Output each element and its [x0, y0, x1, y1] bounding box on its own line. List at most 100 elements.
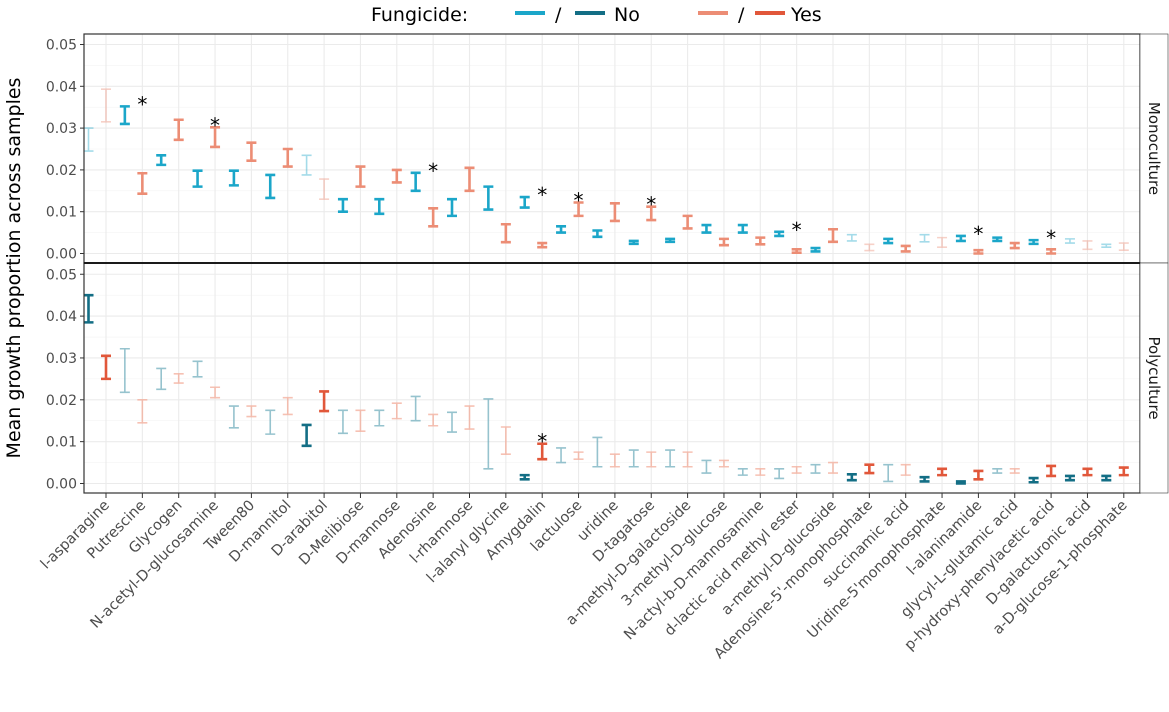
errorbar-monoculture-yes-adenosine-5-monophosphate	[864, 243, 875, 252]
errorbar-polyculture-yes-n-acetyl-d-glucosamine	[210, 386, 221, 399]
errorbar-monoculture-yes-l-alaninamide	[973, 248, 984, 255]
errorbar-polyculture-yes-amygdalin	[537, 442, 548, 461]
errorbar-polyculture-yes-lactulose	[573, 451, 584, 461]
errorbar-monoculture-no-n-acetyl-d-glucosamine	[192, 169, 203, 188]
errorbar-polyculture-no-d-galacturonic-acid	[1064, 474, 1075, 482]
errorbar-polyculture-yes-adenosine-5-monophosphate	[864, 463, 875, 475]
errorbar-monoculture-no-a-methyl-d-glucoside	[810, 246, 821, 253]
errorbar-monoculture-yes-p-hydroxy-phenylacetic-acid	[1046, 248, 1057, 255]
errorbar-polyculture-yes-uridine-5-monophosphate	[937, 467, 948, 477]
polyculture-series-no	[83, 293, 1112, 485]
errorbar-polyculture-no-amygdalin	[519, 473, 530, 481]
significance-star-polyculture-amygdalin: *	[537, 430, 547, 454]
errorbar-monoculture-no-uridine-5-monophosphate	[919, 233, 930, 243]
polyculture-y-tick-label: 0.03	[46, 351, 77, 367]
errorbar-monoculture-yes-a-methyl-d-glucoside	[828, 227, 838, 244]
significance-star-monoculture-lactulose: *	[574, 189, 584, 213]
legend-no-light-key	[515, 11, 545, 15]
legend-yes-light-key	[698, 11, 728, 15]
errorbar-polyculture-yes-l-alaninamide	[973, 469, 984, 481]
errorbar-polyculture-no-l-rhamnose	[447, 411, 457, 433]
errorbar-polyculture-no-adenosine	[410, 395, 421, 422]
monoculture-series-no	[83, 105, 1112, 253]
errorbar-polyculture-no-p-hydroxy-phenylacetic-acid	[1028, 476, 1039, 484]
errorbar-polyculture-yes-glycyl-l-glutamic-acid	[1009, 468, 1020, 474]
errorbar-monoculture-no-n-actyl-b-d-mannosamine	[737, 223, 748, 234]
legend-yes-separator: /	[738, 4, 745, 26]
errorbar-monoculture-no-succinamic-acid	[883, 237, 894, 245]
polyculture-y-tick-label: 0.05	[46, 267, 77, 283]
errorbar-polyculture-yes-l-asparagine	[101, 354, 111, 381]
x-tick-labels: l-asparaginePutrescineGlycogenN-acetyl-D…	[38, 493, 1131, 662]
errorbar-polyculture-yes-d-lactic-acid-methyl-ester	[791, 465, 802, 474]
polyculture-panel: 0.00 0.01 0.02 0.03 0.04 0.05 * Polyculture	[46, 262, 1169, 494]
errorbar-monoculture-no-l-rhamnose	[447, 197, 457, 218]
legend-yes-dark-key	[755, 11, 785, 15]
errorbar-polyculture-yes-3-methyl-d-glucose	[718, 459, 729, 468]
errorbar-polyculture-no-a-d-glucose-1-phosphate	[1101, 474, 1112, 482]
errorbar-monoculture-no-p-hydroxy-phenylacetic-acid	[1028, 238, 1039, 246]
errorbar-polyculture-no-l-alaninamide	[955, 480, 966, 485]
errorbar-polyculture-no-d-tagatose	[628, 449, 639, 468]
errorbar-polyculture-no-tween80	[228, 405, 239, 429]
errorbar-monoculture-no-a-methyl-d-galactoside	[665, 237, 676, 244]
legend-no-label: No	[614, 4, 640, 26]
errorbar-monoculture-no-l-alanyl-glycine	[483, 185, 494, 211]
errorbar-monoculture-yes-glycyl-l-glutamic-acid	[1009, 241, 1020, 250]
errorbar-polyculture-yes-tween80	[246, 405, 257, 418]
errorbar-polyculture-yes-l-rhamnose	[464, 405, 475, 430]
errorbar-monoculture-yes-d-arabitol	[319, 178, 330, 200]
errorbar-monoculture-no-d-mannitol	[265, 173, 276, 200]
errorbar-monoculture-no-glycogen	[156, 153, 167, 167]
errorbar-polyculture-yes-succinamic-acid	[900, 463, 911, 476]
errorbar-polyculture-no-d-mannose	[374, 409, 385, 427]
legend-no-dark-key	[575, 11, 605, 15]
significance-star-monoculture-adenosine: *	[428, 159, 438, 183]
errorbar-monoculture-yes-putrescine	[137, 171, 148, 196]
errorbar-monoculture-yes-amygdalin	[537, 241, 548, 249]
significance-star-monoculture-n-acetyl-d-glucosamine: *	[210, 113, 220, 137]
significance-star-monoculture-l-alaninamide: *	[973, 222, 983, 246]
errorbar-polyculture-no-glycyl-l-glutamic-acid	[992, 468, 1003, 474]
errorbar-monoculture-yes-adenosine	[428, 207, 439, 228]
errorbar-monoculture-yes-tween80	[246, 141, 257, 163]
errorbar-monoculture-yes-d-tagatose	[646, 205, 657, 222]
errorbar-polyculture-no-adenosine-5-monophosphate	[846, 472, 857, 482]
polyculture-y-tick-label: 0.02	[46, 393, 77, 409]
monoculture-y-tick-label: 0.05	[46, 38, 77, 54]
errorbar-monoculture-no-tween80	[228, 169, 239, 187]
errorbar-monoculture-no-glycyl-l-glutamic-acid	[992, 236, 1003, 243]
errorbar-monoculture-yes-lactulose	[573, 201, 584, 218]
errorbar-monoculture-no-adenosine-5-monophosphate	[846, 233, 857, 242]
errorbar-polyculture-no-l-alanyl-glycine	[483, 398, 494, 470]
errorbar-monoculture-no-l-asparagine	[83, 127, 94, 152]
monoculture-panel: 0.00 0.01 0.02 0.03 0.04 0.05 * * * * * * * * * Monocul…	[46, 33, 1169, 264]
errorbar-polyculture-no-l-asparagine	[83, 293, 94, 324]
errorbar-polyculture-yes-p-hydroxy-phenylacetic-acid	[1046, 464, 1057, 478]
errorbar-polyculture-yes-putrescine	[137, 399, 148, 424]
errorbar-monoculture-yes-uridine-5-monophosphate	[937, 236, 948, 249]
errorbar-monoculture-yes-l-alanyl-glycine	[500, 222, 511, 244]
errorbar-polyculture-no-a-methyl-d-galactoside	[665, 449, 676, 468]
errorbar-monoculture-yes-d-lactic-acid-methyl-ester	[791, 248, 802, 254]
monoculture-y-tick-label: 0.01	[46, 205, 77, 221]
errorbar-polyculture-yes-adenosine	[428, 413, 439, 427]
errorbar-monoculture-no-putrescine	[119, 105, 130, 126]
errorbar-polyculture-no-uridine	[592, 436, 603, 468]
errorbar-monoculture-yes-n-acetyl-d-glucosamine	[210, 125, 221, 149]
errorbar-monoculture-no-d-melibiose	[337, 197, 348, 213]
errorbar-polyculture-no-lactulose	[556, 447, 567, 464]
errorbar-monoculture-no-d-lactic-acid-methyl-ester	[774, 230, 785, 238]
errorbar-polyculture-no-n-actyl-b-d-mannosamine	[737, 468, 748, 476]
errorbar-polyculture-yes-d-mannitol	[282, 396, 293, 416]
significance-star-monoculture-amygdalin: *	[537, 183, 547, 207]
errorbar-polyculture-no-d-mannitol	[265, 409, 276, 435]
errorbar-monoculture-no-lactulose	[556, 225, 567, 234]
errorbar-monoculture-yes-d-galacturonic-acid	[1082, 240, 1093, 251]
errorbar-monoculture-no-amygdalin	[519, 195, 530, 209]
polyculture-series-yes	[101, 354, 1129, 481]
errorbar-polyculture-yes-d-melibiose	[355, 409, 366, 432]
polyculture-strip-label: Polyculture	[1145, 336, 1163, 419]
errorbar-monoculture-yes-glycogen	[173, 118, 184, 142]
